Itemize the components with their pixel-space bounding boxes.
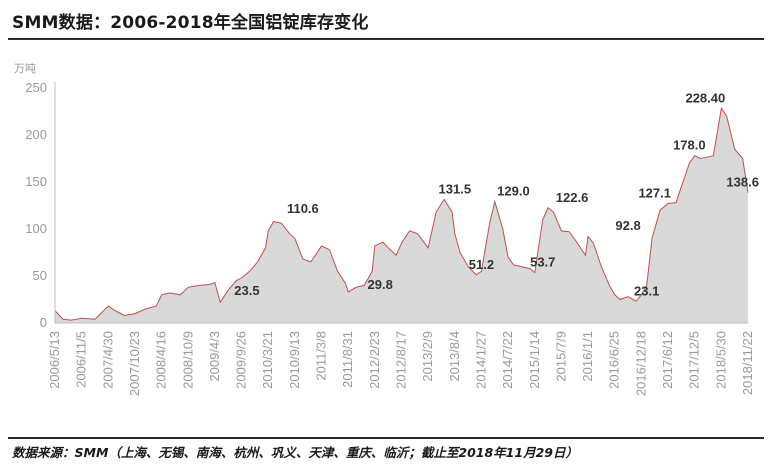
data-label: 178.0 [673,138,706,153]
title-divider [8,38,764,40]
x-tick-label: 2008/4/16 [154,331,169,389]
x-tick-label: 2014/1/27 [473,331,488,389]
x-tick-label: 2010/9/13 [287,331,302,389]
x-tick-label: 2017/12/5 [687,331,702,389]
data-label: 129.0 [497,184,530,199]
x-tick-label: 2016/6/25 [607,331,622,389]
x-tick-label: 2009/9/26 [234,331,249,389]
data-label: 51.2 [469,257,494,272]
x-tick-label: 2015/7/9 [553,331,568,382]
x-tick-label: 2016/1/1 [580,331,595,382]
data-label: 138.6 [726,175,759,190]
x-tick-label: 2013/2/9 [420,331,435,382]
x-tick-label: 2018/5/30 [713,331,728,389]
y-tick-label: 200 [25,127,47,142]
data-label: 92.8 [615,218,640,233]
data-label: 53.7 [530,255,555,270]
x-tick-label: 2011/8/31 [340,331,355,388]
x-tick-label: 2013/8/4 [447,331,462,382]
data-label: 131.5 [439,181,472,196]
source-note: 数据来源：SMM（上海、无锡、南海、杭州、巩义、天津、重庆、临沂；截止至2018… [12,445,578,460]
series-area [55,108,748,323]
data-label: 29.8 [368,277,393,292]
chart-title: SMM数据：2006-2018年全国铝锭库存变化 [12,13,369,33]
x-tick-label: 2011/3/8 [314,331,329,381]
inventory-area-chart: 0 50 100 150 200 250 万吨 2006/5/13 2006/11/5 2007/… [14,62,759,396]
x-tick-label: 2012/8/17 [394,331,409,389]
data-label: 122.6 [556,190,589,205]
y-tick-label: 50 [33,268,47,283]
data-label: 23.1 [634,283,659,298]
footer-divider [8,437,764,439]
x-tick-label: 2008/10/9 [180,331,195,389]
data-label: 127.1 [638,186,671,201]
x-tick-label: 2006/11/5 [74,331,89,388]
x-tick-label: 2009/4/3 [207,331,222,382]
data-label: 110.6 [287,201,319,216]
x-tick-label: 2018/11/22 [740,331,755,395]
y-tick-label: 0 [40,315,47,330]
x-tick-label: 2010/3/21 [260,331,275,389]
data-label: 228.40 [685,90,725,105]
x-tick-label: 2017/6/12 [660,331,675,389]
y-tick-label: 250 [25,80,47,95]
series-line [54,106,749,321]
data-label: 23.5 [234,283,259,298]
x-tick-label: 2006/5/13 [47,331,62,389]
y-tick-label: 150 [25,174,47,189]
y-tick-label: 100 [25,221,47,236]
x-tick-label: 2016/12/18 [633,331,648,396]
x-tick-label: 2014/7/22 [500,331,515,389]
x-tick-label: 2007/4/30 [100,331,115,389]
x-tick-label: 2015/1/14 [527,331,542,389]
y-unit-label: 万吨 [14,62,36,75]
x-tick-label: 2007/10/23 [127,331,142,396]
x-tick-label: 2012/2/23 [367,331,382,389]
